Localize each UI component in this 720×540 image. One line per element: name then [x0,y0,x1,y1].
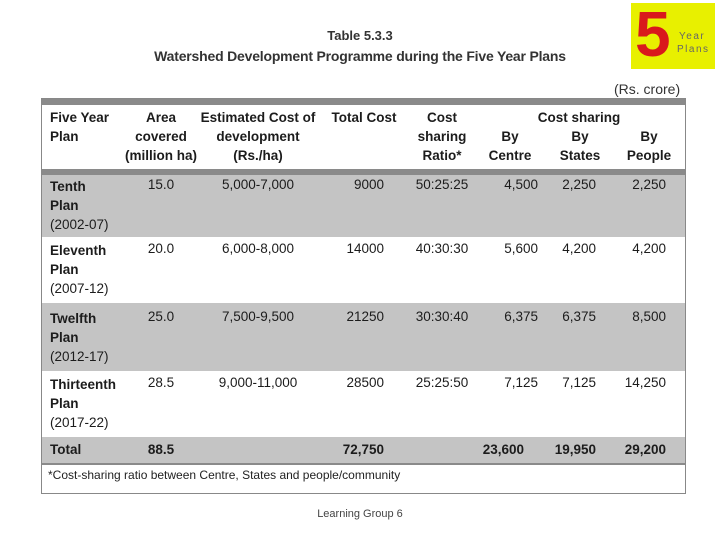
area-cell: 20.0 [147,241,175,256]
slide-caption: Learning Group 6 [317,508,403,520]
header-ratio: Cost sharing Ratio* [417,110,467,163]
logo-digit: 5 [635,0,671,70]
people-cell: 14,250 [624,375,666,390]
people-cell: 2,250 [632,177,666,192]
total-cost-cell: 9000 [353,177,384,192]
table-row: Eleventh Plan (2007-12) 20.0 6,000-8,000 1… [42,237,685,303]
table-row: Tenth Plan (2002-07) 15.0 5,000-7,000 9000… [42,175,685,237]
total-centre-cell: 23,600 [482,442,524,457]
people-cell: 4,200 [632,241,666,256]
states-cell: 2,250 [562,177,596,192]
total-cost-cell: 14000 [346,241,384,256]
plan-cell: Twelfth Plan (2012-17) [50,311,109,364]
plan-cell: Eleventh Plan (2007-12) [50,243,109,296]
total-cost-cell: 21250 [346,309,384,324]
table-row: Twelfth Plan (2012-17) 25.0 7,500-9,500 21… [42,303,685,371]
header-plan: Five Year Plan [50,110,110,144]
centre-cell: 6,375 [504,309,538,324]
header-by-centre: By Centre [488,129,532,163]
centre-cell: 5,600 [504,241,538,256]
area-cell: 28.5 [147,375,175,390]
table-number: Table 5.3.3 [327,28,393,43]
total-states-cell: 19,950 [554,442,596,457]
total-cost-cell: 28500 [346,375,384,390]
total-label: Total [50,442,82,457]
title-block: Table 5.3.3 Watershed Development Progra… [150,28,570,64]
total-rule [42,463,685,465]
ratio-cell: 30:30:40 [415,309,469,324]
est-cost-cell: 9,000-11,000 [218,375,298,390]
plan-cell: Tenth Plan (2002-07) [50,179,109,232]
header-by-people: By People [626,129,672,163]
logo-word-year: Year [679,31,706,42]
top-rule [42,99,685,105]
table-row: Thirteenth Plan (2017-22) 28.5 9,000-11,00… [42,371,685,437]
five-year-plans-logo: 5 Year Plans [631,0,715,70]
header-total-cost: Total Cost [331,110,397,125]
states-cell: 6,375 [562,309,596,324]
total-area-cell: 88.5 [147,442,175,457]
est-cost-cell: 5,000-7,000 [221,177,295,192]
logo-word-plans: Plans [677,44,710,55]
footnote: *Cost-sharing ratio between Centre, Stat… [48,468,401,482]
area-cell: 25.0 [147,309,175,324]
centre-cell: 4,500 [504,177,538,192]
area-cell: 15.0 [147,177,175,192]
total-row: Total 88.5 72,750 23,600 19,950 29,200 [42,437,685,463]
header-cost-sharing: Cost sharing [537,110,621,125]
unit-label: (Rs. crore) [614,81,681,97]
ratio-cell: 25:25:50 [415,375,469,390]
total-people-cell: 29,200 [624,442,666,457]
ratio-cell: 40:30:30 [415,241,469,256]
header-by-states: By States [559,129,601,163]
people-cell: 8,500 [632,309,666,324]
data-table: Five Year Plan Area covered (million ha) Es… [41,98,686,494]
total-cost-sum-cell: 72,750 [342,442,384,457]
est-cost-cell: 7,500-9,500 [221,309,295,324]
header-estimated-cost: Estimated Cost of development (Rs./ha) [200,110,316,163]
header-area: Area covered (million ha) [125,110,197,163]
states-cell: 7,125 [562,375,596,390]
table-title: Watershed Development Programme during t… [154,48,566,64]
states-cell: 4,200 [562,241,596,256]
est-cost-cell: 6,000-8,000 [221,241,295,256]
centre-cell: 7,125 [504,375,538,390]
header-rule [42,169,685,175]
header-row: Five Year Plan Area covered (million ha) Es… [42,105,685,169]
ratio-cell: 50:25:25 [415,177,469,192]
plan-cell: Thirteenth Plan (2017-22) [50,377,116,430]
